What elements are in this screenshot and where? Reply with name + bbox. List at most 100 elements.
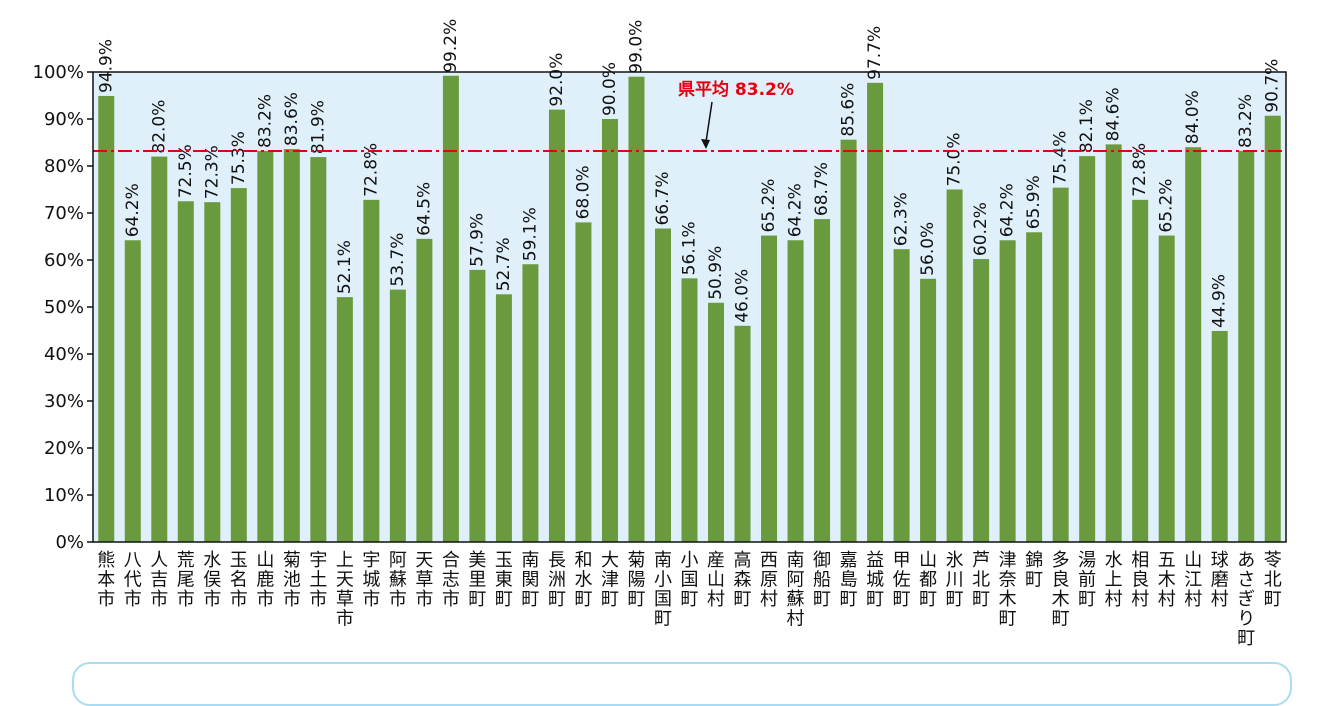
bar	[257, 150, 274, 542]
bar	[734, 325, 751, 542]
bar	[893, 249, 910, 542]
bar-value-label: 52.1%	[335, 240, 355, 294]
bar-value-label: 64.2%	[123, 183, 143, 237]
category-label: 津奈木町	[999, 550, 1017, 630]
bar-value-label: 59.1%	[520, 207, 540, 261]
bar	[946, 189, 963, 542]
category-label: 美里町	[468, 550, 486, 610]
category-label: 和水町	[574, 550, 592, 610]
bar-value-label: 90.7%	[1263, 59, 1283, 113]
bar	[1132, 199, 1149, 542]
bar	[1158, 235, 1175, 542]
category-label: 荒尾市	[177, 550, 195, 610]
bar	[814, 219, 831, 543]
bar-value-label: 64.2%	[786, 183, 806, 237]
bar	[708, 302, 725, 542]
bar-value-label: 99.0%	[626, 20, 646, 74]
average-arrow-line	[705, 101, 713, 143]
plot-frame	[92, 71, 1287, 543]
y-tick-label: 100%	[33, 62, 84, 83]
bar-value-label: 50.9%	[706, 246, 726, 300]
y-axis: 0% 10% 20% 30% 40% 50% 60% 70% 80% 90% 100%	[33, 62, 93, 553]
bar	[601, 119, 618, 542]
bar-value-label: 65.2%	[1157, 179, 1177, 233]
bar	[787, 240, 804, 542]
bar	[1026, 232, 1043, 542]
bar	[283, 149, 300, 542]
average-label: 県平均 83.2%	[678, 79, 794, 100]
y-tick-label: 70%	[44, 203, 84, 224]
bar-value-label: 83.6%	[282, 92, 302, 146]
bar	[867, 82, 884, 542]
bar	[681, 278, 698, 542]
bar	[1079, 156, 1096, 542]
bar	[999, 240, 1016, 542]
bar	[654, 228, 671, 542]
bar-value-label: 90.0%	[600, 62, 620, 116]
bar-value-label: 84.0%	[1183, 90, 1203, 144]
category-label: 阿蘇市	[389, 550, 407, 610]
bar-value-label: 52.7%	[494, 237, 514, 291]
category-label: 苓北町	[1264, 550, 1282, 610]
y-tick-label: 30%	[44, 391, 84, 412]
bar-value-label: 99.2%	[441, 19, 461, 73]
bar	[363, 199, 380, 542]
category-label: 長洲町	[548, 550, 566, 610]
category-label: 益城町	[866, 550, 884, 610]
bars	[98, 75, 1281, 543]
category-label: 湯前町	[1078, 550, 1096, 610]
bar-value-label: 68.7%	[812, 162, 832, 216]
bar	[442, 75, 459, 542]
category-label: 南小国町	[654, 550, 672, 630]
category-label: 小国町	[681, 550, 699, 610]
bar-value-label: 72.3%	[202, 145, 222, 199]
category-label: 宇土市	[309, 550, 327, 610]
bar-value-label: 56.0%	[918, 222, 938, 276]
bar-value-label: 83.2%	[1236, 94, 1256, 148]
bar-value-label: 82.1%	[1077, 99, 1097, 153]
category-label: 玉東町	[495, 550, 513, 610]
category-label: 宇城市	[362, 550, 380, 610]
category-label: 人吉市	[150, 550, 168, 610]
bar	[1105, 144, 1122, 542]
value-labels: 94.9% 64.2% 82.0% 72.5% 72.3% 75.3% 83.2% 83.6%…	[96, 19, 1282, 328]
category-labels: 熊本市八代市人吉市荒尾市水俣市玉名市山鹿市菊池市宇土市上天草市宇城市阿蘇市天草市…	[97, 550, 1281, 649]
y-tick-label: 40%	[44, 344, 84, 365]
bar-value-label: 85.6%	[839, 83, 859, 137]
bar-value-label: 46.0%	[733, 269, 753, 323]
bar-value-label: 57.9%	[467, 213, 487, 267]
category-label: 多良木町	[1052, 550, 1070, 630]
category-label: 八代市	[124, 550, 142, 610]
category-label: 玉名市	[230, 550, 248, 610]
category-label: 氷川町	[946, 550, 964, 610]
y-tick-label: 60%	[44, 250, 84, 271]
category-label: 球磨村	[1211, 550, 1229, 610]
category-label: 嘉島町	[840, 550, 858, 610]
bar-value-label: 75.0%	[945, 132, 965, 186]
bar	[1264, 115, 1281, 543]
bar	[469, 269, 486, 542]
category-label: 水上村	[1105, 550, 1123, 610]
category-label: 山江村	[1184, 550, 1202, 610]
average-line-group: 県平均 83.2%	[93, 79, 1286, 152]
bar-value-label: 64.5%	[414, 182, 434, 236]
bar-value-label: 97.7%	[865, 26, 885, 80]
bar	[124, 240, 141, 542]
category-label: 菊陽町	[627, 550, 645, 610]
bar	[98, 95, 115, 542]
note-box	[72, 662, 1292, 706]
bar	[840, 139, 857, 542]
y-tick-label: 90%	[44, 109, 84, 130]
category-label: 相良村	[1131, 550, 1149, 610]
bar-value-label: 75.3%	[229, 131, 249, 185]
category-label: 合志市	[442, 550, 460, 610]
bar	[973, 259, 990, 542]
category-label: 南阿蘇村	[787, 550, 805, 630]
category-label: 山鹿市	[256, 550, 274, 610]
bar-chart: 0% 10% 20% 30% 40% 50% 60% 70% 80% 90% 100% 94.9% 6…	[33, 19, 1287, 649]
category-label: 水俣市	[203, 550, 221, 610]
bar	[761, 235, 778, 542]
bar	[230, 188, 247, 542]
bar-value-label: 68.0%	[573, 165, 593, 219]
bar-value-label: 92.0%	[547, 53, 567, 107]
